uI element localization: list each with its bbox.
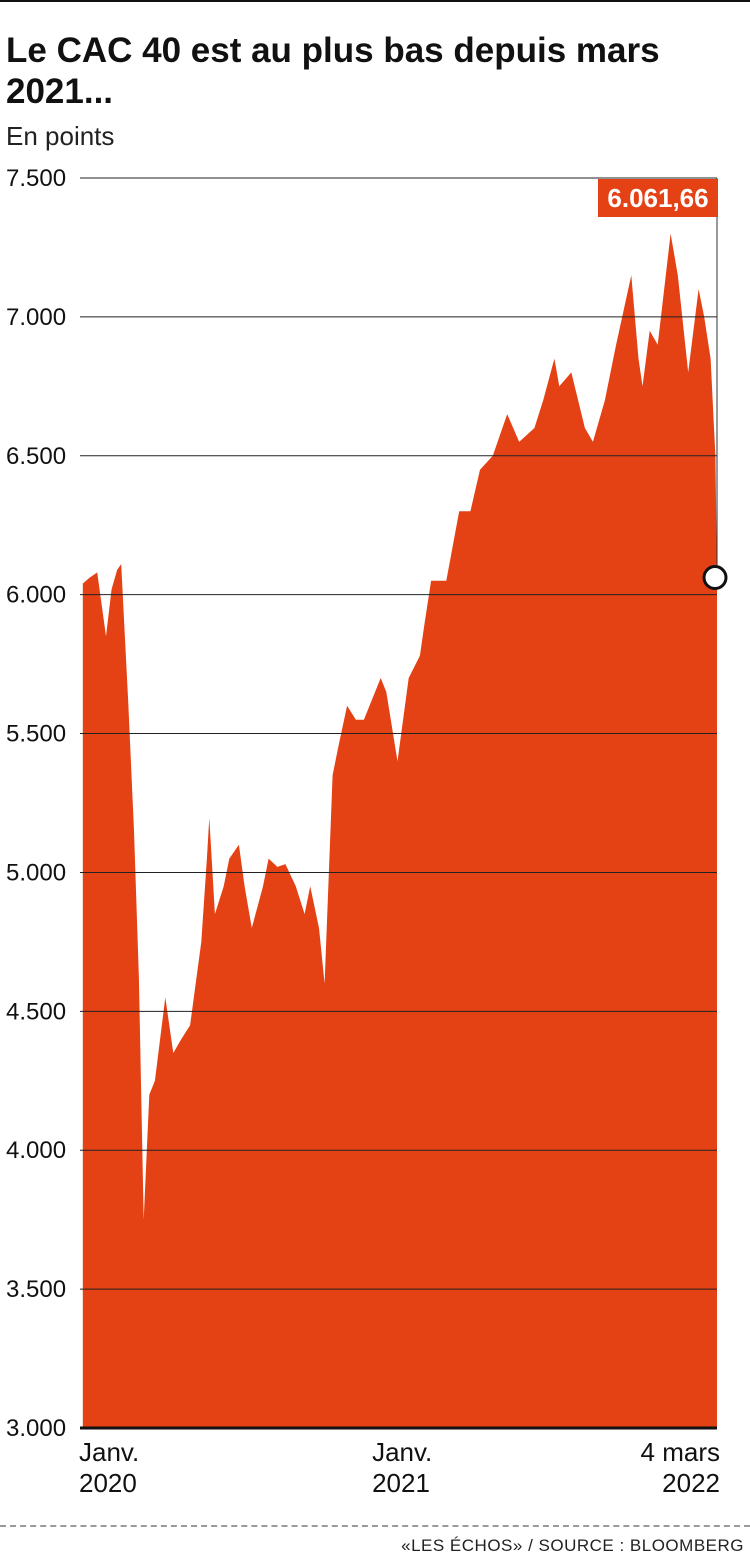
source-credit: «LES ÉCHOS» / SOURCE : BLOOMBERG [401,1536,744,1555]
y-tick-label: 3.000 [6,1415,66,1442]
y-tick-label: 4.000 [6,1137,66,1164]
y-tick-label: 7.500 [6,165,66,192]
x-tick-label: 2020 [79,1468,137,1498]
y-tick-label: 4.500 [6,998,66,1025]
chart-title: Le CAC 40 est au plus bas depuis mars 20… [6,31,660,111]
y-tick-label: 3.500 [6,1276,66,1303]
x-tick-label: 4 mars [641,1437,720,1467]
unit-label: En points [6,121,115,151]
y-tick-label: 7.000 [6,304,66,331]
last-value-label-bg [598,179,718,217]
y-tick-label: 6.500 [6,443,66,470]
last-value-label: 6.061,66 [607,183,708,213]
last-value-marker [702,565,728,591]
x-tick-label: Janv. [372,1437,432,1467]
y-tick-label: 5.000 [6,859,66,886]
x-tick-label: Janv. [79,1437,139,1467]
y-tick-label: 6.000 [6,582,66,609]
x-tick-label: 2022 [662,1468,720,1498]
y-tick-label: 5.500 [6,721,66,748]
top-rule [0,0,750,2]
cac40-area-series [82,233,718,1429]
x-tick-label: 2021 [372,1468,430,1498]
footer-divider [0,1525,750,1527]
